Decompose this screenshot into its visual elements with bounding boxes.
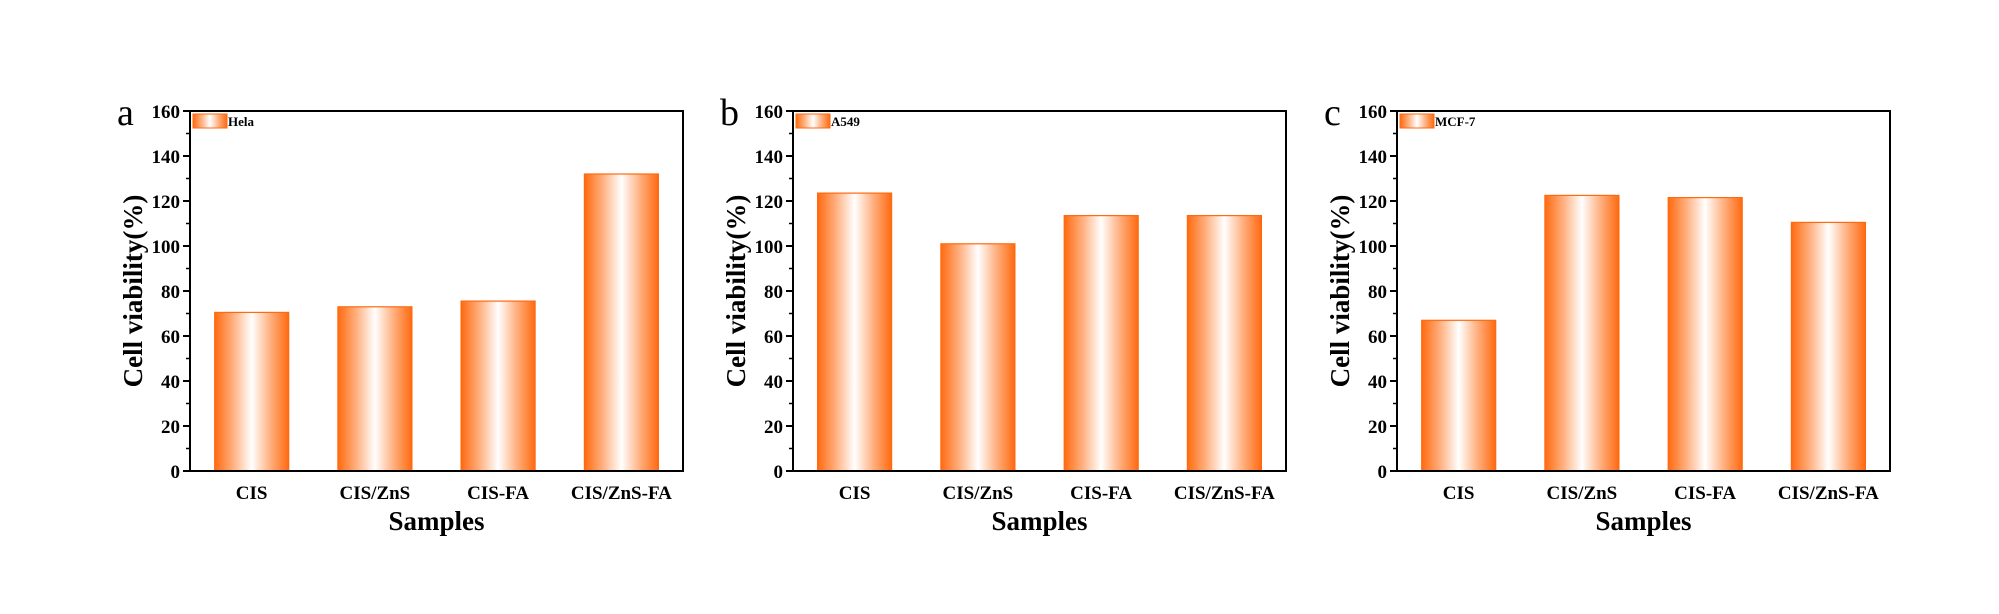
y-tick-label: 140	[755, 147, 784, 168]
legend-label: MCF-7	[1435, 114, 1476, 129]
panel-label: a	[117, 92, 134, 134]
bar-cis-zns	[337, 306, 413, 472]
x-axis-title: Samples	[388, 506, 484, 536]
y-tick-label: 20	[1368, 417, 1387, 438]
y-tick-label: 40	[161, 372, 180, 393]
y-tick-label: 0	[774, 462, 784, 483]
chart-panel-a: a 0 20 40 60 80 100 120 140 160 CIS CIS/ZnS CIS-FA CI…	[117, 92, 684, 536]
y-tick-label: 0	[1378, 462, 1388, 483]
y-tick-label: 140	[1359, 147, 1388, 168]
x-tick-label: CIS/ZnS-FA	[571, 483, 672, 504]
x-tick-label: CIS	[839, 483, 871, 504]
y-tick-label: 80	[764, 282, 783, 303]
bar-cis	[214, 311, 290, 472]
bar-cis	[1421, 319, 1497, 472]
x-tick-label: CIS/ZnS	[1546, 483, 1617, 504]
bar-cis-zns-fa	[1186, 215, 1263, 472]
x-tick-label: CIS-FA	[1070, 483, 1132, 504]
y-tick-label: 160	[152, 102, 181, 123]
y-tick-label: 160	[755, 102, 784, 123]
x-tick-label: CIS-FA	[1674, 483, 1736, 504]
legend-swatch	[192, 113, 228, 129]
y-tick-label: 120	[755, 192, 784, 213]
y-tick-label: 60	[161, 327, 180, 348]
x-tick-label: CIS/ZnS	[339, 483, 410, 504]
legend-label: A549	[831, 114, 860, 129]
y-tick-label: 120	[152, 192, 181, 213]
bar-cis-zns	[940, 243, 1016, 472]
y-tick-label: 60	[764, 327, 783, 348]
bar-cis-fa	[1063, 215, 1139, 472]
y-tick-label: 20	[764, 417, 783, 438]
x-axis-title: Samples	[1595, 506, 1691, 536]
y-tick-label: 60	[1368, 327, 1387, 348]
bar-cis-zns-fa	[583, 173, 660, 472]
x-tick-label: CIS	[1443, 483, 1475, 504]
y-tick-label: 140	[152, 147, 181, 168]
y-tick-label: 160	[1359, 102, 1388, 123]
y-tick-label: 80	[1368, 282, 1387, 303]
y-tick-label: 120	[1359, 192, 1388, 213]
y-tick-label: 40	[1368, 372, 1387, 393]
bar-cis	[816, 192, 893, 472]
chart-panel-c: c 0 20 40 60 80 100 120 140 160 CIS CIS/ZnS CIS-FA CI…	[1324, 92, 1891, 536]
panel-label: c	[1324, 92, 1341, 134]
y-tick-label: 20	[161, 417, 180, 438]
panel-label: b	[720, 92, 739, 134]
bar-cis-fa	[460, 300, 536, 472]
x-tick-label: CIS/ZnS	[942, 483, 1013, 504]
x-tick-label: CIS/ZnS-FA	[1174, 483, 1275, 504]
y-tick-label: 40	[764, 372, 783, 393]
x-tick-label: CIS/ZnS-FA	[1778, 483, 1879, 504]
y-axis-title: Cell viability(%)	[721, 195, 751, 388]
y-tick-label: 100	[152, 237, 181, 258]
x-tick-label: CIS	[236, 483, 268, 504]
y-axis-title: Cell viability(%)	[1325, 195, 1355, 388]
legend-swatch	[795, 113, 831, 129]
y-axis-title: Cell viability(%)	[118, 195, 148, 388]
legend-swatch	[1399, 113, 1435, 129]
y-tick-label: 80	[161, 282, 180, 303]
y-tick-label: 100	[1359, 237, 1388, 258]
chart-panel-b: b 0 20 40 60 80 100 120 140 160 CIS CIS/ZnS CIS-FA CI…	[720, 92, 1287, 536]
y-tick-label: 0	[171, 462, 181, 483]
x-tick-label: CIS-FA	[467, 483, 529, 504]
bar-cis-fa	[1667, 197, 1743, 472]
bar-cis-zns-fa	[1790, 221, 1867, 472]
bar-cis-zns	[1544, 194, 1620, 472]
x-axis-title: Samples	[991, 506, 1087, 536]
y-tick-label: 100	[755, 237, 784, 258]
legend-label: Hela	[228, 114, 254, 129]
